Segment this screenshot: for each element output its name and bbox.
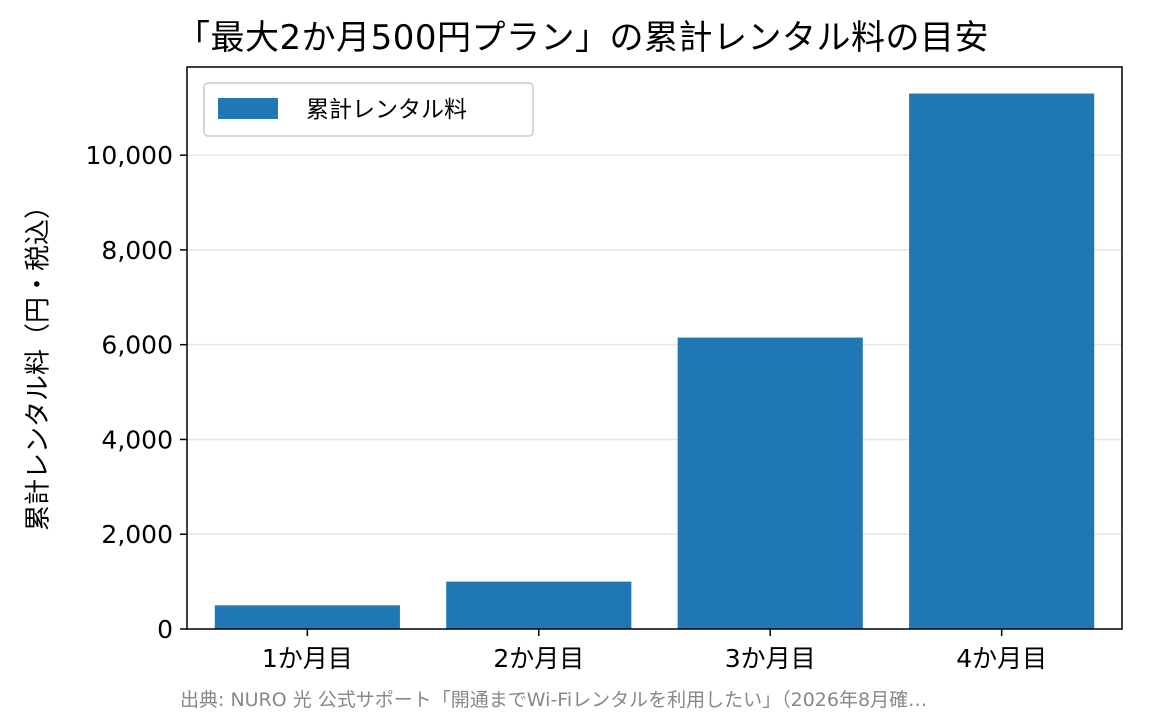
legend-label: 累計レンタル料 — [306, 97, 467, 123]
y-tick-label: 10,000 — [86, 141, 173, 170]
bars — [214, 93, 1095, 629]
x-tick-label: 1か月目 — [262, 644, 353, 673]
legend-box — [203, 82, 534, 137]
bar-4 — [909, 93, 1095, 629]
chart-title: 「最大2か月500円プラン」の累計レンタル料の目安 — [175, 18, 990, 58]
axis-ticks: 0 2,000 4,000 6,000 8,000 10,000 1か月目 2か月目 3か月目 4… — [86, 141, 1048, 673]
y-tick-label: 4,000 — [101, 425, 173, 454]
plot-frame — [186, 66, 1123, 630]
y-tick-label: 6,000 — [101, 331, 173, 360]
bar-1 — [214, 605, 400, 629]
x-tick-label: 3か月目 — [725, 644, 816, 673]
y-tick-label: 0 — [157, 615, 173, 644]
bar-2 — [446, 581, 632, 629]
source-note: 出典: NURO 光 公式サポート「開通までWi-Fiレンタルを利用したい」（2… — [180, 689, 928, 711]
legend-swatch — [218, 98, 278, 119]
legend: 累計レンタル料 — [203, 82, 534, 137]
y-tick-label: 2,000 — [101, 520, 173, 549]
y-tick-label: 8,000 — [101, 236, 173, 265]
x-tick-label: 2か月目 — [493, 644, 584, 673]
bar-3 — [677, 337, 863, 629]
x-tick-label: 4か月目 — [956, 644, 1047, 673]
